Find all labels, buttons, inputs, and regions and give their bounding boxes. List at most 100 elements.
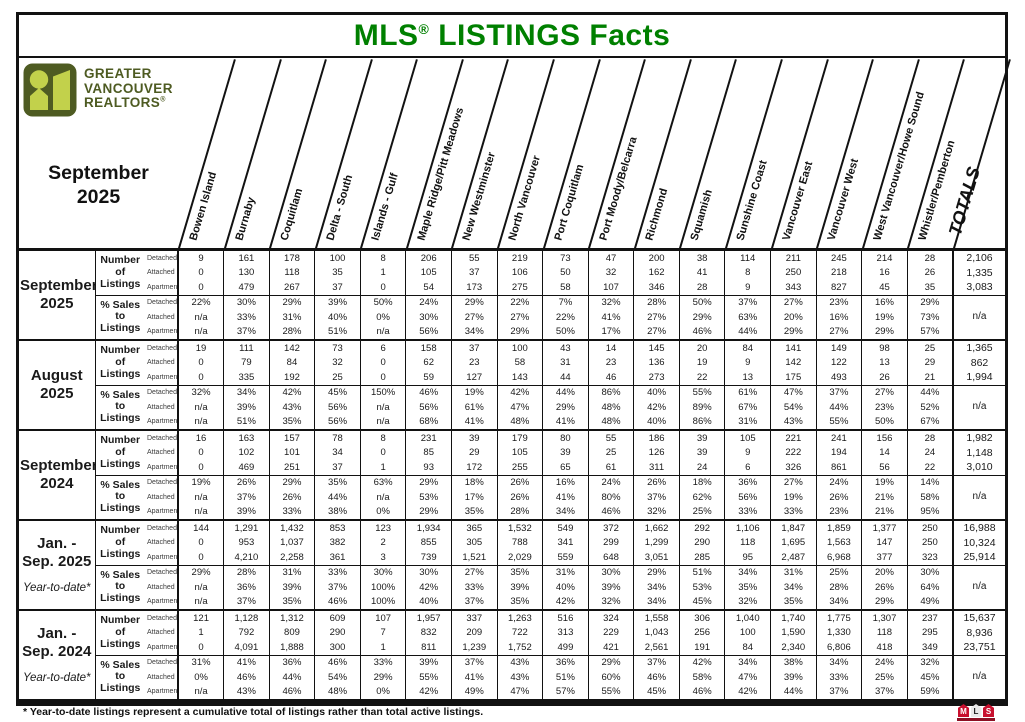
data-cell: 648 bbox=[587, 550, 634, 565]
data-cell: 250 bbox=[770, 265, 817, 280]
data-cell: 143 bbox=[496, 370, 543, 385]
footer: * Year-to-date listings represent a cumu… bbox=[19, 702, 1005, 721]
data-cell: 3,051 bbox=[633, 550, 680, 565]
data-cell: 47% bbox=[496, 684, 543, 701]
data-cell: 9 bbox=[724, 280, 771, 295]
data-cell: 118 bbox=[268, 265, 315, 280]
totals-cell: 8,936 bbox=[952, 625, 1005, 640]
dwelling-type-label: Attached bbox=[147, 629, 175, 637]
data-cell: 22% bbox=[542, 310, 589, 325]
data-cell: 2,029 bbox=[496, 550, 543, 565]
data-cell: 51% bbox=[223, 414, 270, 430]
data-cell: 311 bbox=[633, 460, 680, 475]
data-cell: 47 bbox=[587, 248, 634, 266]
dwelling-type-label: Detached bbox=[145, 654, 179, 670]
data-cell: 50% bbox=[861, 414, 908, 430]
data-cell: 241 bbox=[815, 429, 862, 446]
data-cell: 372 bbox=[587, 519, 634, 536]
data-cell: 46% bbox=[587, 504, 634, 520]
data-cell: 52% bbox=[906, 400, 953, 415]
data-cell: n/a bbox=[177, 400, 224, 415]
data-cell: 34% bbox=[815, 594, 862, 610]
data-cell: 1,695 bbox=[770, 535, 817, 550]
data-cell: 218 bbox=[815, 265, 862, 280]
column-header: Squamish bbox=[679, 58, 725, 251]
data-cell: 0 bbox=[177, 535, 224, 550]
table-row: Apartment 0 479 267 37 0 54 173 275 58 107 346 28 9 34… bbox=[19, 280, 1005, 295]
totals-na-cell: n/a bbox=[952, 654, 1005, 701]
column-header-label: North Vancouver bbox=[506, 154, 544, 242]
data-cell: 41% bbox=[223, 654, 270, 670]
dwelling-type-label: Detached bbox=[145, 564, 179, 580]
data-cell: 53% bbox=[678, 580, 725, 595]
totals-cell: 23,751 bbox=[952, 640, 1005, 655]
data-cell: 30% bbox=[223, 294, 270, 310]
data-cell: 44% bbox=[770, 684, 817, 701]
mls-tile-m: M bbox=[958, 704, 969, 717]
data-cell: 2 bbox=[359, 535, 406, 550]
data-cell: 28 bbox=[906, 429, 953, 446]
data-cell: 32 bbox=[587, 265, 634, 280]
data-cell: 118 bbox=[861, 625, 908, 640]
data-cell: 219 bbox=[496, 248, 543, 266]
data-cell: 28% bbox=[268, 324, 315, 340]
data-cell: 38% bbox=[314, 504, 361, 520]
column-header: Sunshine Coast bbox=[724, 58, 771, 251]
data-cell: 1,037 bbox=[268, 535, 315, 550]
data-cell: 56 bbox=[861, 460, 908, 475]
table-row: Attached 1 792 809 290 7 832 209 722 313 229 1,043 2… bbox=[19, 625, 1005, 640]
data-cell: 35% bbox=[268, 594, 315, 610]
data-cell: n/a bbox=[359, 324, 406, 340]
brand-name: GREATER VANCOUVER REALTORS® bbox=[84, 63, 173, 111]
data-cell: 36% bbox=[223, 580, 270, 595]
data-cell: 192 bbox=[268, 370, 315, 385]
data-cell: 2,561 bbox=[633, 640, 680, 655]
data-cell: 35% bbox=[314, 474, 361, 490]
data-cell: 121 bbox=[177, 609, 224, 626]
data-cell: 33% bbox=[314, 564, 361, 580]
pct-sales-to-listings-label: % Sales to Listings bbox=[94, 474, 145, 520]
data-cell: 42% bbox=[405, 580, 452, 595]
data-cell: 255 bbox=[496, 460, 543, 475]
data-cell: 739 bbox=[405, 550, 452, 565]
row-group-label: Jan. - Sep. 2024 Year-to-date* bbox=[19, 609, 95, 701]
data-cell: 47% bbox=[496, 400, 543, 415]
table-row: Jan. - Sep. 2025 Year-to-date* Number of List… bbox=[19, 519, 1005, 610]
data-cell: 39 bbox=[450, 429, 498, 446]
totals-cell: 1,982 bbox=[952, 429, 1005, 446]
data-cell: n/a bbox=[177, 490, 224, 505]
data-cell: 33% bbox=[815, 670, 862, 685]
data-cell: 161 bbox=[223, 248, 270, 266]
table-row: Attached 0% 46% 44% 54% 29% 55% 41% 43% 51% 60% 46%… bbox=[19, 670, 1005, 685]
number-of-listings-label: Number of Listings bbox=[94, 248, 145, 295]
data-cell: 26% bbox=[496, 490, 543, 505]
data-cell: 41% bbox=[542, 414, 589, 430]
data-cell: 34% bbox=[770, 580, 817, 595]
table-body: September 2025 Number of Listings Detached 9 16… bbox=[19, 248, 1005, 701]
data-cell: 40% bbox=[633, 384, 680, 400]
data-cell: 26 bbox=[861, 370, 908, 385]
data-cell: 48% bbox=[587, 414, 634, 430]
data-cell: 58% bbox=[678, 670, 725, 685]
data-cell: 0% bbox=[359, 684, 406, 701]
data-cell: 493 bbox=[815, 370, 862, 385]
data-cell: 56% bbox=[724, 490, 771, 505]
data-cell: 127 bbox=[450, 370, 498, 385]
data-cell: 250 bbox=[906, 519, 953, 536]
data-cell: 31% bbox=[268, 310, 315, 325]
data-cell: 1,312 bbox=[268, 609, 315, 626]
data-cell: 147 bbox=[861, 535, 908, 550]
column-header-label: Delta - South bbox=[324, 173, 356, 242]
mls-logo-caption-bar bbox=[957, 718, 995, 721]
dwelling-type-label: Detached bbox=[145, 248, 179, 266]
data-cell: 34% bbox=[223, 384, 270, 400]
column-header-label: Islands - Gulf bbox=[369, 171, 402, 242]
data-cell: 20 bbox=[678, 339, 725, 356]
data-cell: 126 bbox=[633, 445, 680, 460]
data-cell: 24 bbox=[678, 460, 725, 475]
data-cell: 56% bbox=[405, 400, 452, 415]
data-cell: 1,752 bbox=[496, 640, 543, 655]
data-cell: n/a bbox=[359, 400, 406, 415]
title-mls: MLS bbox=[353, 18, 419, 52]
data-cell: 323 bbox=[906, 550, 953, 565]
